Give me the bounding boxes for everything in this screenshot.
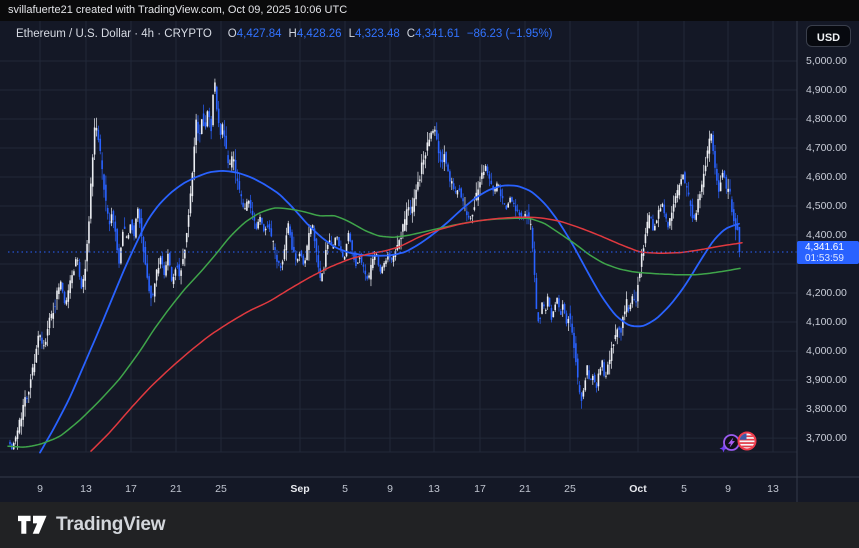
time-tick-label: 13 bbox=[767, 483, 779, 495]
fast-ma-blue bbox=[39, 169, 740, 454]
symbol-header: Ethereum / U.S. Dollar · 4h · CRYPTO O4,4… bbox=[16, 27, 553, 41]
price-tick-label: 4,400.00 bbox=[806, 229, 847, 242]
time-axis[interactable]: 9 13 17 21 25 Sep 5 9 13 17 21 25 Oct 5 9 13 bbox=[0, 477, 859, 502]
attribution-text: svillafuerte21 created with TradingView.… bbox=[8, 4, 348, 16]
currency-toggle-button[interactable]: USD bbox=[806, 25, 851, 47]
mid-ma-green bbox=[7, 207, 741, 448]
grid bbox=[0, 21, 797, 453]
event-markers[interactable] bbox=[719, 431, 757, 453]
price-tick-label: 4,000.00 bbox=[806, 345, 847, 358]
time-tick-label: Oct bbox=[629, 483, 647, 495]
time-tick-label: 25 bbox=[564, 483, 576, 495]
time-tick-label: 21 bbox=[519, 483, 531, 495]
ohlc-low-value: 4,323.48 bbox=[354, 28, 400, 40]
price-chart-svg[interactable] bbox=[0, 21, 859, 502]
last-price-label[interactable]: 4,341.61 01:53:59 bbox=[797, 240, 859, 264]
ohlc-open-value: 4,427.84 bbox=[236, 28, 282, 40]
time-tick-label: 21 bbox=[170, 483, 182, 495]
price-tick-label: 4,100.00 bbox=[806, 316, 847, 329]
time-tick-label: 13 bbox=[80, 483, 92, 495]
brand-bar: TradingView bbox=[0, 502, 859, 548]
tradingview-logo[interactable]: TradingView bbox=[18, 514, 166, 536]
price-tick-label: 4,600.00 bbox=[806, 171, 847, 184]
time-tick-label: 25 bbox=[215, 483, 227, 495]
time-tick-label: 9 bbox=[725, 483, 731, 495]
brand-name: TradingView bbox=[56, 514, 166, 535]
price-tick-label: 4,700.00 bbox=[806, 142, 847, 155]
price-tick-label: 3,900.00 bbox=[806, 374, 847, 387]
price-tick-label: 4,900.00 bbox=[806, 84, 847, 97]
bar-countdown: 01:53:59 bbox=[805, 252, 844, 264]
spark-icon bbox=[719, 444, 728, 453]
slow-ma-red bbox=[90, 216, 743, 452]
price-tick-label: 4,800.00 bbox=[806, 113, 847, 126]
time-tick-label: 17 bbox=[474, 483, 486, 495]
tradingview-logomark bbox=[18, 515, 47, 534]
price-tick-label: 4,500.00 bbox=[806, 200, 847, 213]
ohlc-high-label: H bbox=[288, 28, 297, 40]
ohlc-high-value: 4,428.26 bbox=[296, 28, 342, 40]
ohlc-open-label: O bbox=[227, 28, 237, 40]
ohlc-close-label: C bbox=[406, 28, 416, 40]
time-tick-label: 9 bbox=[387, 483, 393, 495]
ohlc-low-label: L bbox=[348, 28, 355, 40]
time-tick-label: 9 bbox=[37, 483, 43, 495]
price-axis[interactable]: 4,341.61 01:53:59 5,000.00 4,900.00 4,800.… bbox=[797, 21, 859, 477]
ohlc-close-value: 4,341.61 bbox=[415, 28, 460, 40]
time-tick-label: 5 bbox=[342, 483, 348, 495]
price-tick-label: 3,700.00 bbox=[806, 432, 847, 445]
us-flag-icon bbox=[739, 433, 755, 448]
time-tick-label: 13 bbox=[428, 483, 440, 495]
symbol-title[interactable]: Ethereum / U.S. Dollar · 4h · CRYPTO bbox=[16, 28, 212, 40]
last-price-value: 4,341.61 bbox=[805, 241, 844, 253]
time-tick-label: 5 bbox=[681, 483, 687, 495]
time-tick-label: Sep bbox=[290, 483, 310, 495]
chart-area: Ethereum / U.S. Dollar · 4h · CRYPTO O4,4… bbox=[0, 21, 859, 502]
candlestick-series bbox=[9, 78, 741, 450]
price-change: −86.23 (−1.95%) bbox=[466, 28, 553, 40]
price-tick-label: 4,200.00 bbox=[806, 287, 847, 300]
attribution-bar: svillafuerte21 created with TradingView.… bbox=[0, 0, 859, 21]
time-tick-label: 17 bbox=[125, 483, 137, 495]
price-tick-label: 3,800.00 bbox=[806, 403, 847, 416]
price-tick-label: 5,000.00 bbox=[806, 55, 847, 68]
lightning-icon bbox=[728, 437, 735, 448]
